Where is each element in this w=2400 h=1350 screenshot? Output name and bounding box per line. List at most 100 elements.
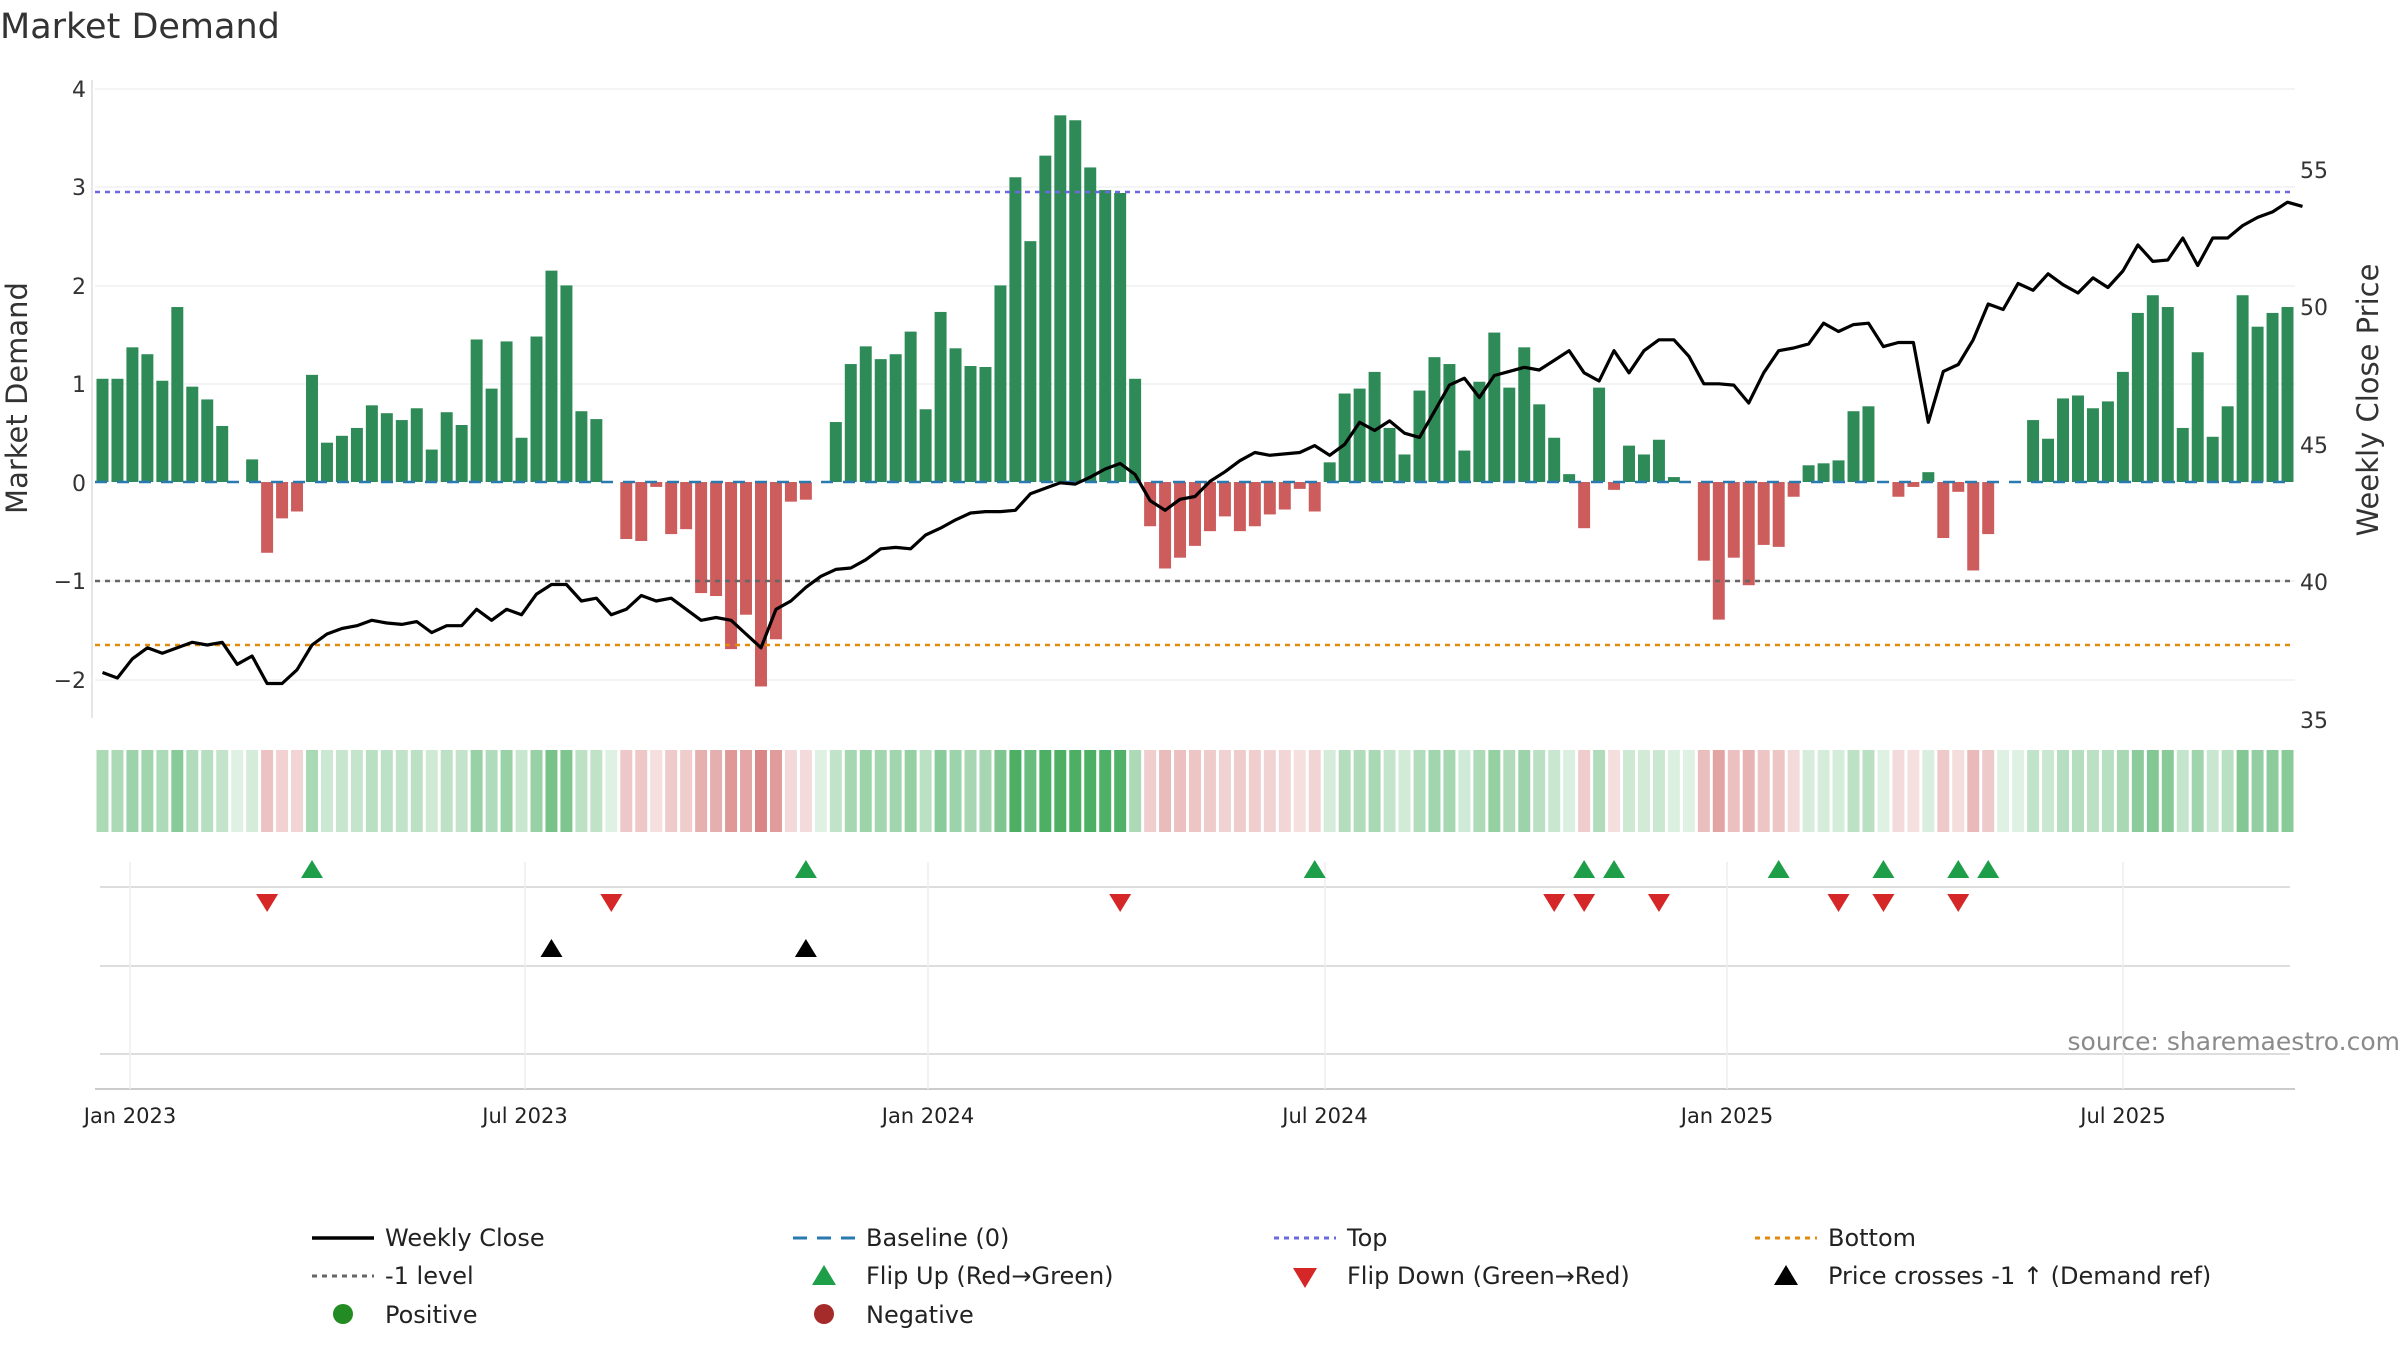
demand-bar: [2236, 295, 2249, 482]
demand-bar: [96, 378, 109, 482]
heat-strip-cell: [141, 750, 154, 832]
demand-bar: [949, 348, 962, 482]
heat-strip-cell: [410, 750, 423, 832]
y-ticks: 4 3 2 1 0 −1 −2: [54, 78, 86, 694]
demand-bar: [2131, 312, 2144, 482]
demand-bar: [1892, 482, 1905, 497]
legend-bottom: Bottom: [1828, 1224, 1916, 1252]
flip-up-marker: [1872, 860, 1895, 878]
flip-down-marker: [1109, 894, 1132, 912]
heat-strip-cell: [2266, 750, 2279, 832]
legend-cross: Price crosses -1 ↑ (Demand ref): [1828, 1262, 2211, 1290]
legend-flip-up-swatch: [812, 1265, 836, 1285]
heat-strip-cell: [1937, 750, 1950, 832]
x-tick-label: Jan 2023: [82, 1104, 177, 1128]
heat-strip-cell: [1907, 750, 1920, 832]
demand-bar: [1218, 482, 1231, 517]
demand-bar: [620, 482, 633, 540]
demand-bar: [395, 420, 408, 482]
x-ticks: Jan 2023 Jul 2023 Jan 2024 Jul 2024 Jan …: [82, 1104, 2166, 1128]
flip-up-marker: [1603, 860, 1626, 878]
demand-bar: [216, 425, 229, 482]
demand-bar: [350, 427, 363, 482]
demand-bar: [380, 413, 393, 482]
heat-strip-cell: [231, 750, 244, 832]
y-axis-label: Market Demand: [0, 282, 34, 514]
heat-strip-cell: [1069, 750, 1082, 832]
demand-bar: [1907, 482, 1920, 487]
demand-bar: [1982, 482, 1995, 535]
heat-strip-cell: [1862, 750, 1875, 832]
flip-up-marker: [1767, 860, 1790, 878]
demand-bar: [799, 482, 812, 500]
legend: Weekly Close Baseline (0) Top Bottom -1 …: [312, 1224, 2211, 1329]
demand-bar: [934, 311, 947, 482]
heat-strip-cell: [1458, 750, 1471, 832]
demand-bar: [156, 380, 169, 482]
y2-axis-label: Weekly Close Price: [2351, 264, 2385, 537]
demand-bar: [335, 435, 348, 482]
demand-bar: [919, 409, 932, 482]
demand-bar: [455, 424, 468, 482]
heat-strip-cell: [1548, 750, 1561, 832]
demand-bar: [2221, 406, 2234, 482]
demand-bar: [1727, 482, 1740, 558]
heat-strip-cell: [1174, 750, 1187, 832]
demand-bar: [755, 482, 767, 687]
demand-bar: [1563, 474, 1576, 482]
heat-strip-cell: [1667, 750, 1680, 832]
heat-strip-cell: [1697, 750, 1710, 832]
demand-bar: [725, 482, 738, 650]
y2-tick-label: 55: [2300, 159, 2328, 184]
heat-strip-cell: [1503, 750, 1516, 832]
demand-bar: [1847, 411, 1860, 482]
demand-bar: [1024, 241, 1037, 482]
demand-bar: [2206, 436, 2219, 482]
demand-bar: [1937, 482, 1950, 539]
heat-strip-cell: [1623, 750, 1635, 832]
y-tick-label: 2: [72, 275, 86, 300]
heat-strip-cell: [1413, 750, 1426, 832]
demand-bar: [1398, 454, 1411, 482]
heat-strip-cell: [1608, 750, 1621, 832]
legend-flip-up: Flip Up (Red→Green): [866, 1262, 1114, 1290]
demand-bar: [1637, 454, 1650, 482]
heat-strip-cell: [949, 750, 962, 832]
heat-strip-cell: [1682, 750, 1695, 832]
demand-bar: [1473, 381, 1486, 482]
price-cross-marker: [540, 939, 563, 957]
y-tick-label: −2: [54, 669, 86, 694]
heat-strip-cell: [1039, 750, 1052, 832]
x-tick-label: Jul 2024: [1280, 1104, 1367, 1128]
heat-strip-cell: [1637, 750, 1650, 832]
heat-strip-cell: [425, 750, 438, 832]
demand-bar: [695, 482, 708, 594]
demand-bar: [1697, 482, 1710, 561]
demand-bar: [1578, 482, 1591, 529]
demand-bar: [1054, 115, 1067, 482]
demand-bar: [1533, 404, 1546, 482]
y-tick-label: 1: [72, 373, 86, 398]
demand-bar: [1802, 465, 1815, 482]
demand-bar: [1772, 482, 1785, 547]
x-tick-label: Jul 2023: [480, 1104, 567, 1128]
heat-strip-cell: [1189, 750, 1201, 832]
demand-bar: [1189, 482, 1201, 546]
demand-bar: [425, 449, 438, 482]
flip-down-marker: [1827, 894, 1850, 912]
heat-strip-cell: [1428, 750, 1441, 832]
heat-strip-cell: [2251, 750, 2264, 832]
heat-strip-cell: [545, 750, 558, 832]
demand-bar: [1712, 482, 1725, 620]
demand-bar: [710, 482, 723, 597]
heat-strip-cell: [126, 750, 139, 832]
demand-bar: [1114, 193, 1127, 482]
demand-bar: [1967, 482, 1980, 571]
price-cross-marker: [794, 939, 817, 957]
demand-bar: [201, 399, 214, 482]
y-gridlines: [95, 88, 2295, 681]
x-tick-label: Jul 2025: [2078, 1104, 2165, 1128]
x-tick-label: Jan 2025: [1679, 1104, 1774, 1128]
heat-strip-cell: [2221, 750, 2234, 832]
heat-strip-cell: [2027, 750, 2040, 832]
